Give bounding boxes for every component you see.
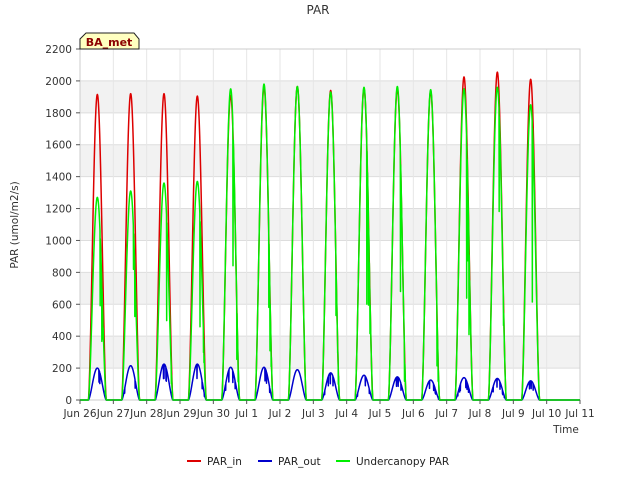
plot-band <box>80 144 580 177</box>
y-tick-label: 1600 <box>45 140 72 152</box>
x-tick-label: Jul 5 <box>368 408 392 420</box>
x-tick-label: Jul 9 <box>501 408 525 420</box>
x-tick-label: Jul 11 <box>564 408 594 420</box>
y-tick-label: 2200 <box>45 44 72 56</box>
station-badge-box <box>79 32 140 50</box>
plot-band <box>80 336 580 369</box>
x-tick-label: Jul 6 <box>401 408 425 420</box>
legend-label-undercanopy-par: Undercanopy PAR <box>356 456 449 468</box>
x-tick-label: Jul 7 <box>434 408 458 420</box>
plot-frame <box>79 48 581 401</box>
station-badge: BA_met <box>79 32 140 50</box>
y-tick-label: 400 <box>52 331 72 343</box>
plot-band <box>80 272 580 305</box>
x-tick-label: Jul 4 <box>334 408 358 420</box>
x-tick-label: Jun 28 <box>129 408 163 420</box>
legend-label-par-in: PAR_in <box>207 456 242 468</box>
plot-band <box>80 208 580 241</box>
legend: PAR_in PAR_out Undercanopy PAR <box>187 456 449 468</box>
x-tick-label: Jul 10 <box>531 408 561 420</box>
y-tick-label: 1800 <box>45 108 72 120</box>
x-axis: Jun 26 Jun 27 Jun 28 Jun 29 Jun 30 Jul 1 Jul 2… <box>62 400 595 420</box>
x-tick-label: Jul 3 <box>301 408 325 420</box>
y-tick-label: 1200 <box>45 204 72 216</box>
x-tick-label: Jul 1 <box>234 408 258 420</box>
x-tick-label: Jun 29 <box>162 408 196 420</box>
series-line-par-out <box>79 363 581 401</box>
chart-title: PAR <box>306 3 329 17</box>
y-tick-label: 1400 <box>45 172 72 184</box>
y-tick-label: 0 <box>65 395 72 407</box>
x-tick-label: Jun 26 <box>62 408 96 420</box>
y-tick-label: 800 <box>52 267 72 279</box>
y-axis-label: PAR (umol/m2/s) <box>9 181 21 268</box>
y-tick-label: 2000 <box>45 76 72 88</box>
x-tick-label: Jun 30 <box>196 408 230 420</box>
x-axis-label: Time <box>552 424 579 436</box>
y-tick-label: 1000 <box>45 235 72 247</box>
series-line-undercanopy-par <box>79 83 581 401</box>
series-layer <box>79 71 581 401</box>
x-tick-label: Jul 8 <box>468 408 492 420</box>
y-tick-label: 200 <box>52 363 72 375</box>
x-tick-label: Jun 27 <box>96 408 130 420</box>
x-tick-label: Jul 2 <box>268 408 292 420</box>
legend-label-par-out: PAR_out <box>278 456 321 468</box>
y-axis: 0 200 400 600 800 1000 1200 1400 1600 1800 2000 220… <box>45 44 80 407</box>
station-badge-label: BA_met <box>86 36 133 49</box>
y-tick-label: 600 <box>52 299 72 311</box>
